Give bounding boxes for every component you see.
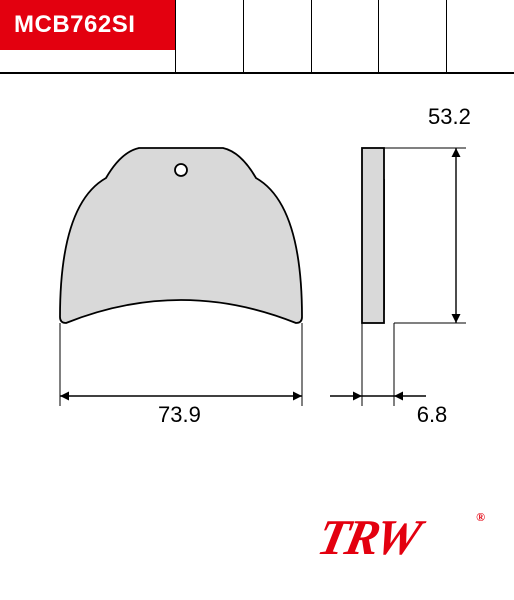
svg-text:6.8: 6.8 [417,402,448,427]
svg-text:53.2: 53.2 [428,104,471,129]
header-bar: MCB762SI [0,0,514,74]
page-root: MCB762SI 73.9 53.2 6.8 TRW [0,0,514,600]
header-cell [311,0,379,74]
header-grid [175,0,514,74]
header-cell [175,0,243,74]
part-number-badge: MCB762SI [0,0,175,50]
technical-diagram: 73.9 53.2 6.8 TRW [0,76,514,600]
header-cell [446,0,514,74]
brand-logo: TRW [315,508,473,556]
header-cell [378,0,446,74]
svg-text:73.9: 73.9 [158,402,201,427]
header-cell [243,0,311,74]
diagram-svg: 73.9 53.2 6.8 [0,76,514,506]
